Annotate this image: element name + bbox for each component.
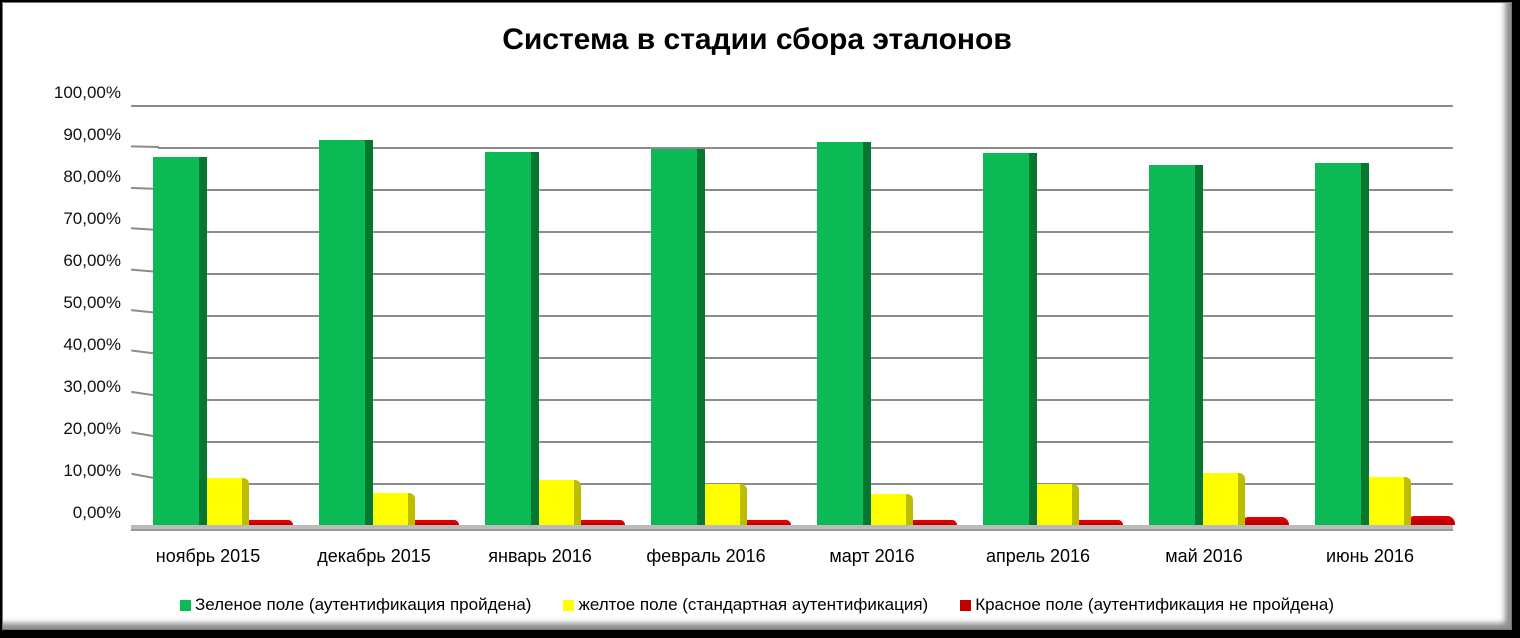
gridline [158,483,1453,485]
x-tick-label: январь 2016 [488,546,592,566]
chart-frame: Система в стадии сбора эталонов ноябрь 2… [2,2,1512,630]
bar-red [411,520,459,525]
y-tick-label: 60,00% [63,251,121,270]
legend-item: желтое поле (стандартная аутентификация) [563,595,928,615]
bar-green [1149,165,1203,525]
bar-yellow [365,493,415,525]
x-tick-label: май 2016 [1165,546,1243,566]
bar-green [1315,162,1369,525]
gridline-depth [131,105,159,107]
y-tick-label: 100,00% [53,83,121,102]
bar-red [1241,517,1289,525]
bar-green [651,148,705,525]
y-tick-label: 10,00% [63,461,121,480]
gridline [158,231,1453,233]
bar-green [817,142,871,525]
gridline [158,189,1453,191]
bar-green [983,152,1037,525]
y-tick-label: 50,00% [63,293,121,312]
gridline [158,147,1453,149]
x-tick-label: март 2016 [829,546,915,566]
bar-yellow [863,493,913,525]
legend-item: Зеленое поле (аутентификация пройдена) [179,595,532,615]
y-tick-label: 0,00% [72,503,121,522]
legend-label: желтое поле (стандартная аутентификация) [578,595,929,614]
bar-green [319,140,373,525]
bar-yellow [697,483,747,525]
legend-swatch-icon [960,599,972,611]
bar-red [577,520,625,525]
x-tick-label: декабрь 2015 [317,546,431,566]
y-tick-label: 20,00% [63,419,121,438]
y-tick-label: 40,00% [63,335,121,354]
gridline-depth [130,145,160,149]
bar-yellow [1195,473,1245,525]
x-tick-label: апрель 2016 [985,546,1091,566]
chart-title: Система в стадии сбора эталонов [502,23,1012,56]
x-tick-label: февраль 2016 [646,546,766,566]
chart-floor [131,525,1453,531]
legend-label: Зеленое поле (аутентификация пройдена) [194,595,532,614]
gridline [158,105,1453,107]
x-tick-label: июнь 2016 [1326,546,1414,566]
bar-red [1407,516,1455,525]
y-tick-label: 90,00% [63,125,121,144]
legend-label: Красное поле (аутентификация не пройдена… [975,595,1335,614]
bar-red [245,520,293,525]
bar-green [153,157,207,525]
bar-red [1075,520,1123,525]
bar-yellow [531,480,581,525]
bar-red [909,519,957,525]
y-tick-label: 80,00% [63,167,121,186]
legend-swatch-icon [563,599,575,611]
bar-green [485,152,539,525]
gridline [158,399,1453,401]
gridline [158,441,1453,443]
y-tick-label: 70,00% [63,209,121,228]
legend: Зеленое поле (аутентификация пройдена) же… [3,595,1511,615]
gridline [158,273,1453,275]
gridline [158,357,1453,359]
legend-swatch-icon [179,599,191,611]
x-tick-label: ноябрь 2015 [155,546,261,566]
bar-yellow [1029,483,1079,525]
gridline [158,315,1453,317]
bar-yellow [1361,477,1411,525]
y-tick-label: 30,00% [63,377,121,396]
bar-yellow [199,477,249,525]
bar-red [743,520,791,525]
legend-item: Красное поле (аутентификация не пройдена… [960,595,1334,615]
